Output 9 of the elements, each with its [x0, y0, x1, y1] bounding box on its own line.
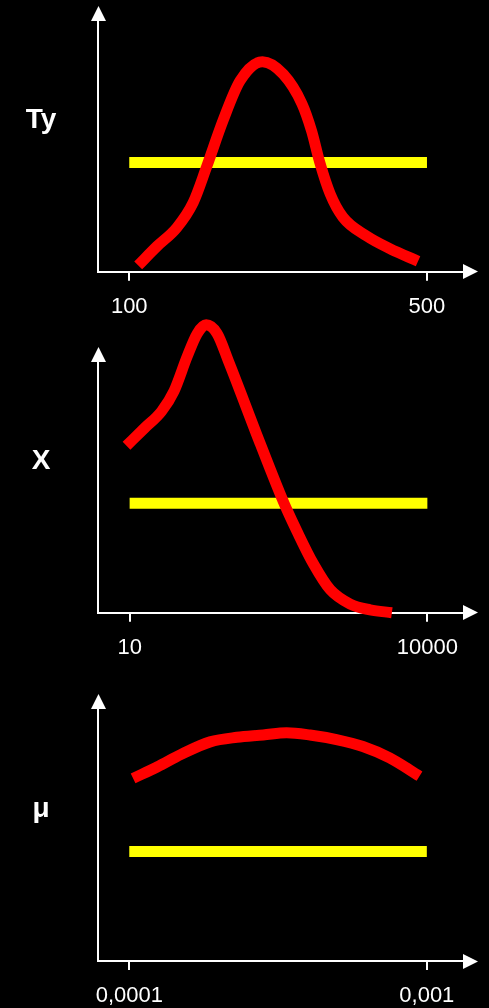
y-axis-title: Ty: [25, 103, 57, 135]
x-tick-label: 100: [110, 292, 148, 318]
x-tick-label: 500: [408, 292, 446, 318]
x-tick-label: 10000: [396, 633, 458, 659]
x-tick-label: 0,0001: [95, 982, 163, 1008]
y-axis-title: X: [31, 444, 51, 476]
x-tick-label: 10: [117, 633, 142, 659]
y-axis-title: μ: [32, 792, 50, 823]
x-tick-label: 0,001: [399, 982, 455, 1008]
